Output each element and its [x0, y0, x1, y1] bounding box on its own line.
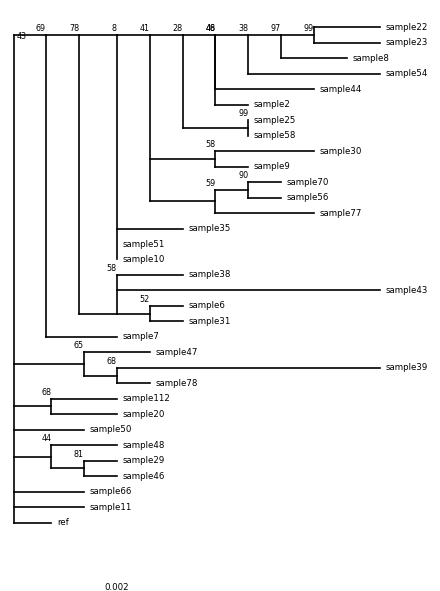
Text: sample70: sample70 [287, 178, 329, 187]
Text: sample51: sample51 [122, 239, 165, 248]
Text: 68: 68 [41, 388, 51, 397]
Text: sample47: sample47 [155, 348, 198, 357]
Text: 59: 59 [205, 179, 216, 188]
Text: sample54: sample54 [385, 69, 428, 78]
Text: 78: 78 [69, 24, 79, 33]
Text: sample9: sample9 [254, 162, 291, 171]
Text: 43: 43 [16, 33, 26, 41]
Text: sample31: sample31 [188, 317, 231, 326]
Text: sample112: sample112 [122, 394, 170, 403]
Text: 41: 41 [140, 24, 150, 33]
Text: 0.002: 0.002 [105, 583, 129, 591]
Text: sample39: sample39 [385, 363, 428, 372]
Text: 81: 81 [74, 450, 84, 459]
Text: sample56: sample56 [287, 193, 329, 202]
Text: 99: 99 [304, 24, 314, 33]
Text: sample44: sample44 [320, 85, 362, 94]
Text: 90: 90 [238, 171, 248, 180]
Text: sample7: sample7 [122, 332, 159, 342]
Text: 68: 68 [107, 357, 117, 366]
Text: sample25: sample25 [254, 116, 297, 125]
Text: 8: 8 [112, 24, 117, 33]
Text: 99: 99 [238, 109, 248, 118]
Text: sample10: sample10 [122, 255, 165, 264]
Text: sample8: sample8 [352, 54, 389, 63]
Text: sample46: sample46 [122, 472, 165, 480]
Text: 58: 58 [107, 264, 117, 273]
Text: sample23: sample23 [385, 38, 428, 47]
Text: sample48: sample48 [122, 441, 165, 450]
Text: ref: ref [57, 518, 69, 527]
Text: sample43: sample43 [385, 286, 428, 295]
Text: sample66: sample66 [90, 487, 132, 496]
Text: sample58: sample58 [254, 131, 297, 140]
Text: 28: 28 [172, 24, 183, 33]
Text: sample29: sample29 [122, 456, 165, 465]
Text: 65: 65 [74, 342, 84, 350]
Text: sample35: sample35 [188, 224, 231, 233]
Text: sample22: sample22 [385, 23, 428, 32]
Text: sample2: sample2 [254, 100, 291, 109]
Text: sample6: sample6 [188, 301, 225, 310]
Text: sample20: sample20 [122, 410, 165, 418]
Text: sample11: sample11 [90, 502, 132, 512]
Text: 44: 44 [41, 434, 51, 443]
Text: sample50: sample50 [90, 425, 132, 434]
Text: sample77: sample77 [320, 209, 362, 217]
Text: 52: 52 [139, 295, 150, 304]
Text: 38: 38 [238, 24, 248, 33]
Text: sample78: sample78 [155, 379, 198, 388]
Text: 97: 97 [271, 24, 281, 33]
Text: sample38: sample38 [188, 271, 231, 280]
Text: sample30: sample30 [320, 147, 362, 155]
Text: 46: 46 [205, 24, 216, 33]
Text: 48: 48 [205, 24, 216, 33]
Text: 69: 69 [35, 24, 45, 33]
Text: 58: 58 [205, 140, 216, 150]
